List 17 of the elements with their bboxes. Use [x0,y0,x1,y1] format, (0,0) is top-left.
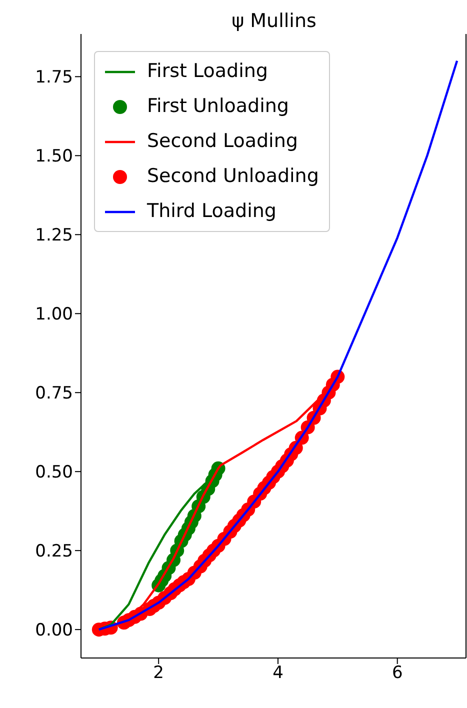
y-tick-label: 1.50 [35,146,73,167]
legend-label: Second Unloading [147,165,319,187]
legend-label: Third Loading [147,200,276,222]
y-tick-label: 0.00 [35,620,73,641]
chart-title: ψ Mullins [230,10,318,32]
legend-label: First Loading [147,60,268,82]
y-tick-label: 1.75 [35,68,73,88]
legend-label: First Unloading [147,95,289,117]
y-tick-label: 1.25 [35,226,73,246]
y-tick-label: 0.75 [35,384,73,404]
y-tick-label: 0.25 [35,542,73,562]
x-tick-label: 4 [272,663,284,684]
y-tick-label: 0.50 [35,462,73,483]
x-tick-label: 6 [392,663,403,684]
legend-label: Second Loading [147,130,298,152]
y-tick-label: 1.00 [35,304,73,325]
x-tick-label: 2 [153,663,164,684]
